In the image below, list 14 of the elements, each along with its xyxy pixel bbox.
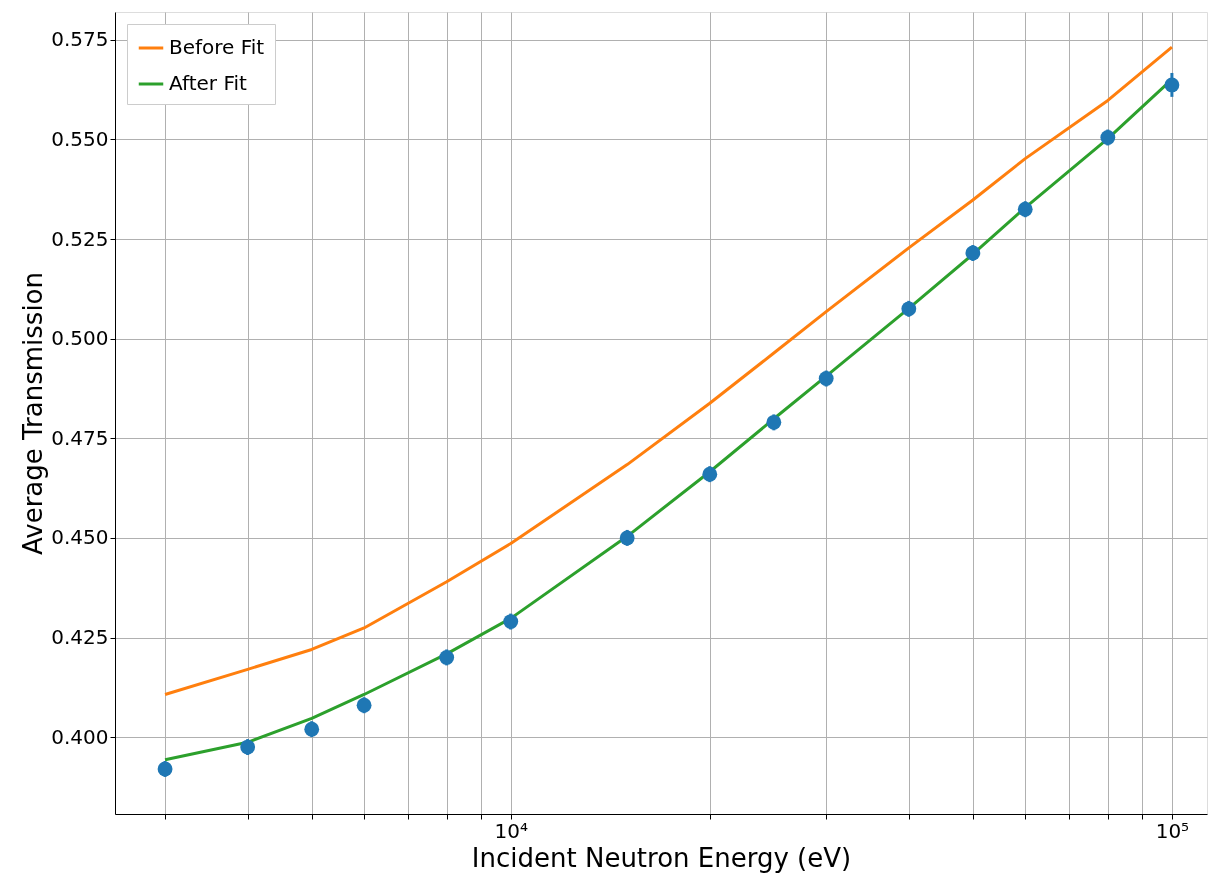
x-axis-title: Incident Neutron Energy (eV)	[471, 842, 852, 873]
x-tick-label: 10⁵	[1155, 818, 1190, 843]
y-tick-label: 0.400	[51, 724, 109, 749]
y-tick-label: 0.475	[51, 425, 109, 450]
y-tick-label: 0.575	[51, 27, 109, 52]
y-tick-label: 0.425	[51, 625, 109, 649]
legend-label: Before Fit	[169, 35, 265, 59]
y-tick-label: 0.450	[51, 525, 109, 550]
legend-label: After Fit	[169, 71, 247, 95]
y-tick-label: 0.500	[51, 326, 109, 351]
y-tick-label: 0.525	[51, 226, 109, 251]
x-tick-label: 10⁴	[494, 818, 528, 843]
y-axis-title: Average Transmission	[18, 272, 49, 555]
y-tick-label: 0.550	[51, 126, 109, 151]
